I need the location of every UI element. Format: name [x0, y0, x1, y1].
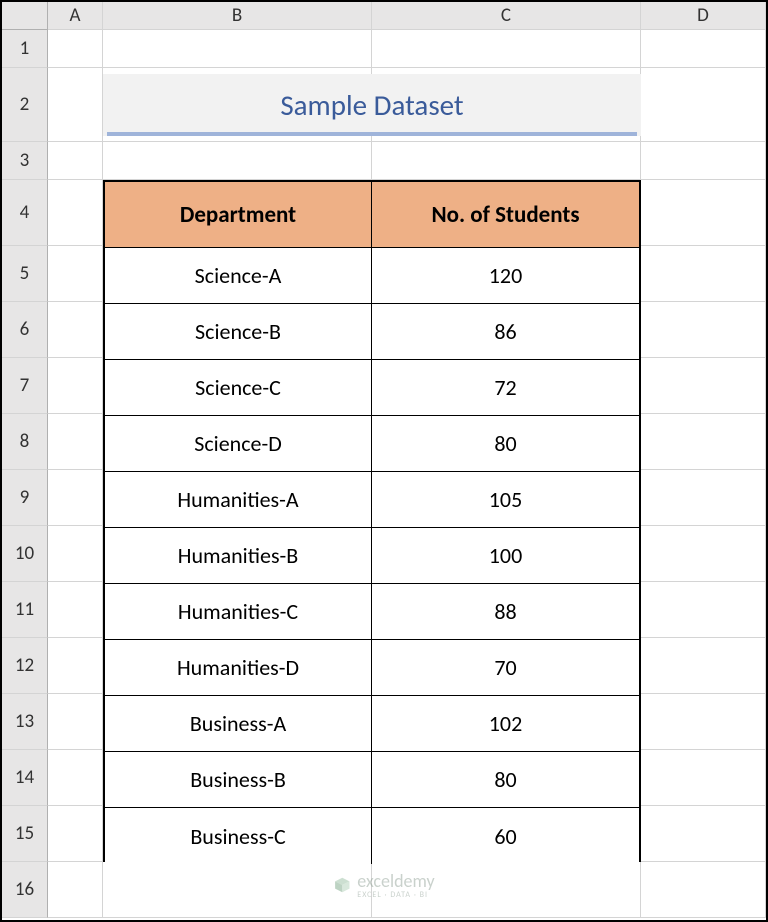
table-header-students: No. of Students [372, 182, 639, 248]
cell-D10[interactable] [641, 526, 766, 582]
column-header-C[interactable]: C [372, 2, 641, 30]
cell-D9[interactable] [641, 470, 766, 526]
cell-A1[interactable] [48, 30, 103, 68]
table-row: Science-C72 [105, 360, 639, 416]
cell-department: Business-B [105, 752, 372, 808]
row-header-8[interactable]: 8 [2, 414, 48, 470]
cell-students: 80 [372, 752, 639, 808]
cell-D7[interactable] [641, 358, 766, 414]
row-header-7[interactable]: 7 [2, 358, 48, 414]
cell-D4[interactable] [641, 180, 766, 246]
cell-A12[interactable] [48, 638, 103, 694]
cell-B16[interactable] [103, 862, 372, 918]
cell-A3[interactable] [48, 142, 103, 180]
cell-A8[interactable] [48, 414, 103, 470]
table-header-department: Department [105, 182, 372, 248]
table-row: Humanities-B100 [105, 528, 639, 584]
row-header-4[interactable]: 4 [2, 180, 48, 246]
cell-students: 72 [372, 360, 639, 416]
cell-department: Humanities-D [105, 640, 372, 696]
cell-D3[interactable] [641, 142, 766, 180]
cell-A16[interactable] [48, 862, 103, 918]
cell-students: 60 [372, 808, 639, 864]
data-table: DepartmentNo. of StudentsScience-A120Sci… [103, 180, 641, 862]
row-header-1[interactable]: 1 [2, 30, 48, 68]
table-row: Business-A102 [105, 696, 639, 752]
cell-department: Science-C [105, 360, 372, 416]
cell-A2[interactable] [48, 68, 103, 142]
row-header-15[interactable]: 15 [2, 806, 48, 862]
cell-A7[interactable] [48, 358, 103, 414]
cell-B3[interactable] [103, 142, 372, 180]
cell-students: 102 [372, 696, 639, 752]
cell-C16[interactable] [372, 862, 641, 918]
table-row: Business-B80 [105, 752, 639, 808]
table-row: Science-B86 [105, 304, 639, 360]
row-header-10[interactable]: 10 [2, 526, 48, 582]
row-header-12[interactable]: 12 [2, 638, 48, 694]
table-row: Humanities-A105 [105, 472, 639, 528]
cell-C1[interactable] [372, 30, 641, 68]
cell-D5[interactable] [641, 246, 766, 302]
cell-D13[interactable] [641, 694, 766, 750]
cell-D8[interactable] [641, 414, 766, 470]
cell-D2[interactable] [641, 68, 766, 142]
table-row: Humanities-D70 [105, 640, 639, 696]
column-header-A[interactable]: A [48, 2, 103, 30]
cell-D12[interactable] [641, 638, 766, 694]
row-header-14[interactable]: 14 [2, 750, 48, 806]
row-header-2[interactable]: 2 [2, 68, 48, 142]
cell-students: 120 [372, 248, 639, 304]
cell-A13[interactable] [48, 694, 103, 750]
cell-D15[interactable] [641, 806, 766, 862]
cell-D11[interactable] [641, 582, 766, 638]
cell-students: 105 [372, 472, 639, 528]
select-all-corner[interactable] [2, 2, 48, 30]
cell-department: Science-A [105, 248, 372, 304]
cell-A15[interactable] [48, 806, 103, 862]
cell-students: 86 [372, 304, 639, 360]
cell-D14[interactable] [641, 750, 766, 806]
cell-A6[interactable] [48, 302, 103, 358]
cell-A10[interactable] [48, 526, 103, 582]
cell-department: Humanities-C [105, 584, 372, 640]
cell-B1[interactable] [103, 30, 372, 68]
row-header-3[interactable]: 3 [2, 142, 48, 180]
table-row: Science-A120 [105, 248, 639, 304]
row-header-6[interactable]: 6 [2, 302, 48, 358]
cell-students: 88 [372, 584, 639, 640]
row-header-13[interactable]: 13 [2, 694, 48, 750]
cell-A14[interactable] [48, 750, 103, 806]
row-header-9[interactable]: 9 [2, 470, 48, 526]
cell-students: 80 [372, 416, 639, 472]
cell-D16[interactable] [641, 862, 766, 918]
title-underline [107, 132, 637, 136]
cell-A5[interactable] [48, 246, 103, 302]
cell-D6[interactable] [641, 302, 766, 358]
cell-department: Science-D [105, 416, 372, 472]
cell-D1[interactable] [641, 30, 766, 68]
cell-department: Business-C [105, 808, 372, 864]
title-banner: Sample Dataset [103, 74, 641, 136]
table-row: Business-C60 [105, 808, 639, 864]
page-title: Sample Dataset [280, 87, 463, 123]
table-row: Humanities-C88 [105, 584, 639, 640]
column-header-B[interactable]: B [103, 2, 372, 30]
cell-A4[interactable] [48, 180, 103, 246]
cell-students: 70 [372, 640, 639, 696]
table-row: Science-D80 [105, 416, 639, 472]
cell-department: Science-B [105, 304, 372, 360]
cell-A11[interactable] [48, 582, 103, 638]
cell-A9[interactable] [48, 470, 103, 526]
row-header-5[interactable]: 5 [2, 246, 48, 302]
row-header-11[interactable]: 11 [2, 582, 48, 638]
column-header-D[interactable]: D [641, 2, 766, 30]
cell-department: Humanities-A [105, 472, 372, 528]
cell-students: 100 [372, 528, 639, 584]
row-header-16[interactable]: 16 [2, 862, 48, 918]
cell-C3[interactable] [372, 142, 641, 180]
cell-department: Business-A [105, 696, 372, 752]
cell-department: Humanities-B [105, 528, 372, 584]
